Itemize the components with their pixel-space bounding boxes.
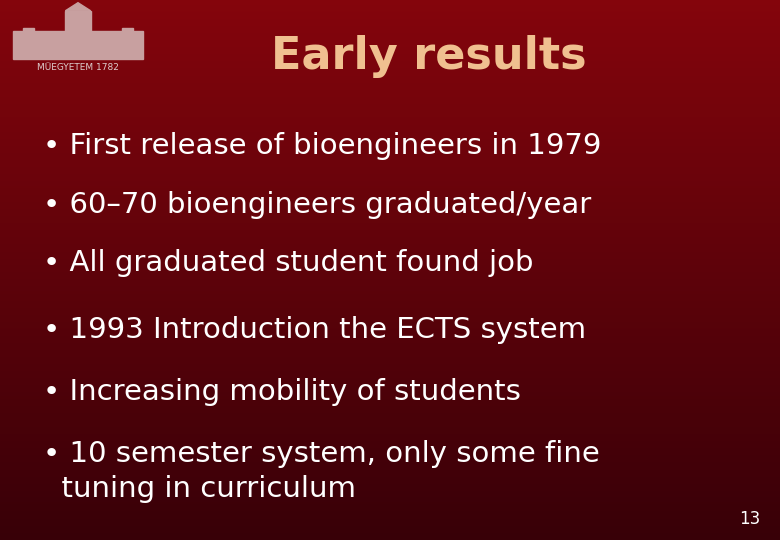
Text: • 1993 Introduction the ECTS system: • 1993 Introduction the ECTS system — [43, 316, 586, 344]
Text: • 60–70 bioengineers graduated/year: • 60–70 bioengineers graduated/year — [43, 191, 591, 219]
Text: • All graduated student found job: • All graduated student found job — [43, 249, 534, 277]
Bar — [13, 31, 143, 59]
Text: • Increasing mobility of students: • Increasing mobility of students — [43, 378, 521, 406]
Polygon shape — [66, 3, 90, 11]
Bar — [122, 28, 133, 44]
Text: • 10 semester system, only some fine
  tuning in curriculum: • 10 semester system, only some fine tun… — [43, 440, 600, 503]
Text: MÜEGYETEM 1782: MÜEGYETEM 1782 — [37, 63, 119, 71]
Bar — [23, 28, 34, 44]
Text: 13: 13 — [739, 510, 760, 528]
Bar — [66, 11, 90, 31]
Text: • First release of bioengineers in 1979: • First release of bioengineers in 1979 — [43, 132, 601, 160]
Text: Early results: Early results — [271, 35, 587, 78]
